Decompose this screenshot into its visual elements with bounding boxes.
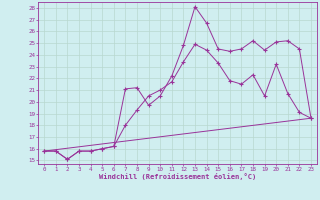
X-axis label: Windchill (Refroidissement éolien,°C): Windchill (Refroidissement éolien,°C) xyxy=(99,173,256,180)
